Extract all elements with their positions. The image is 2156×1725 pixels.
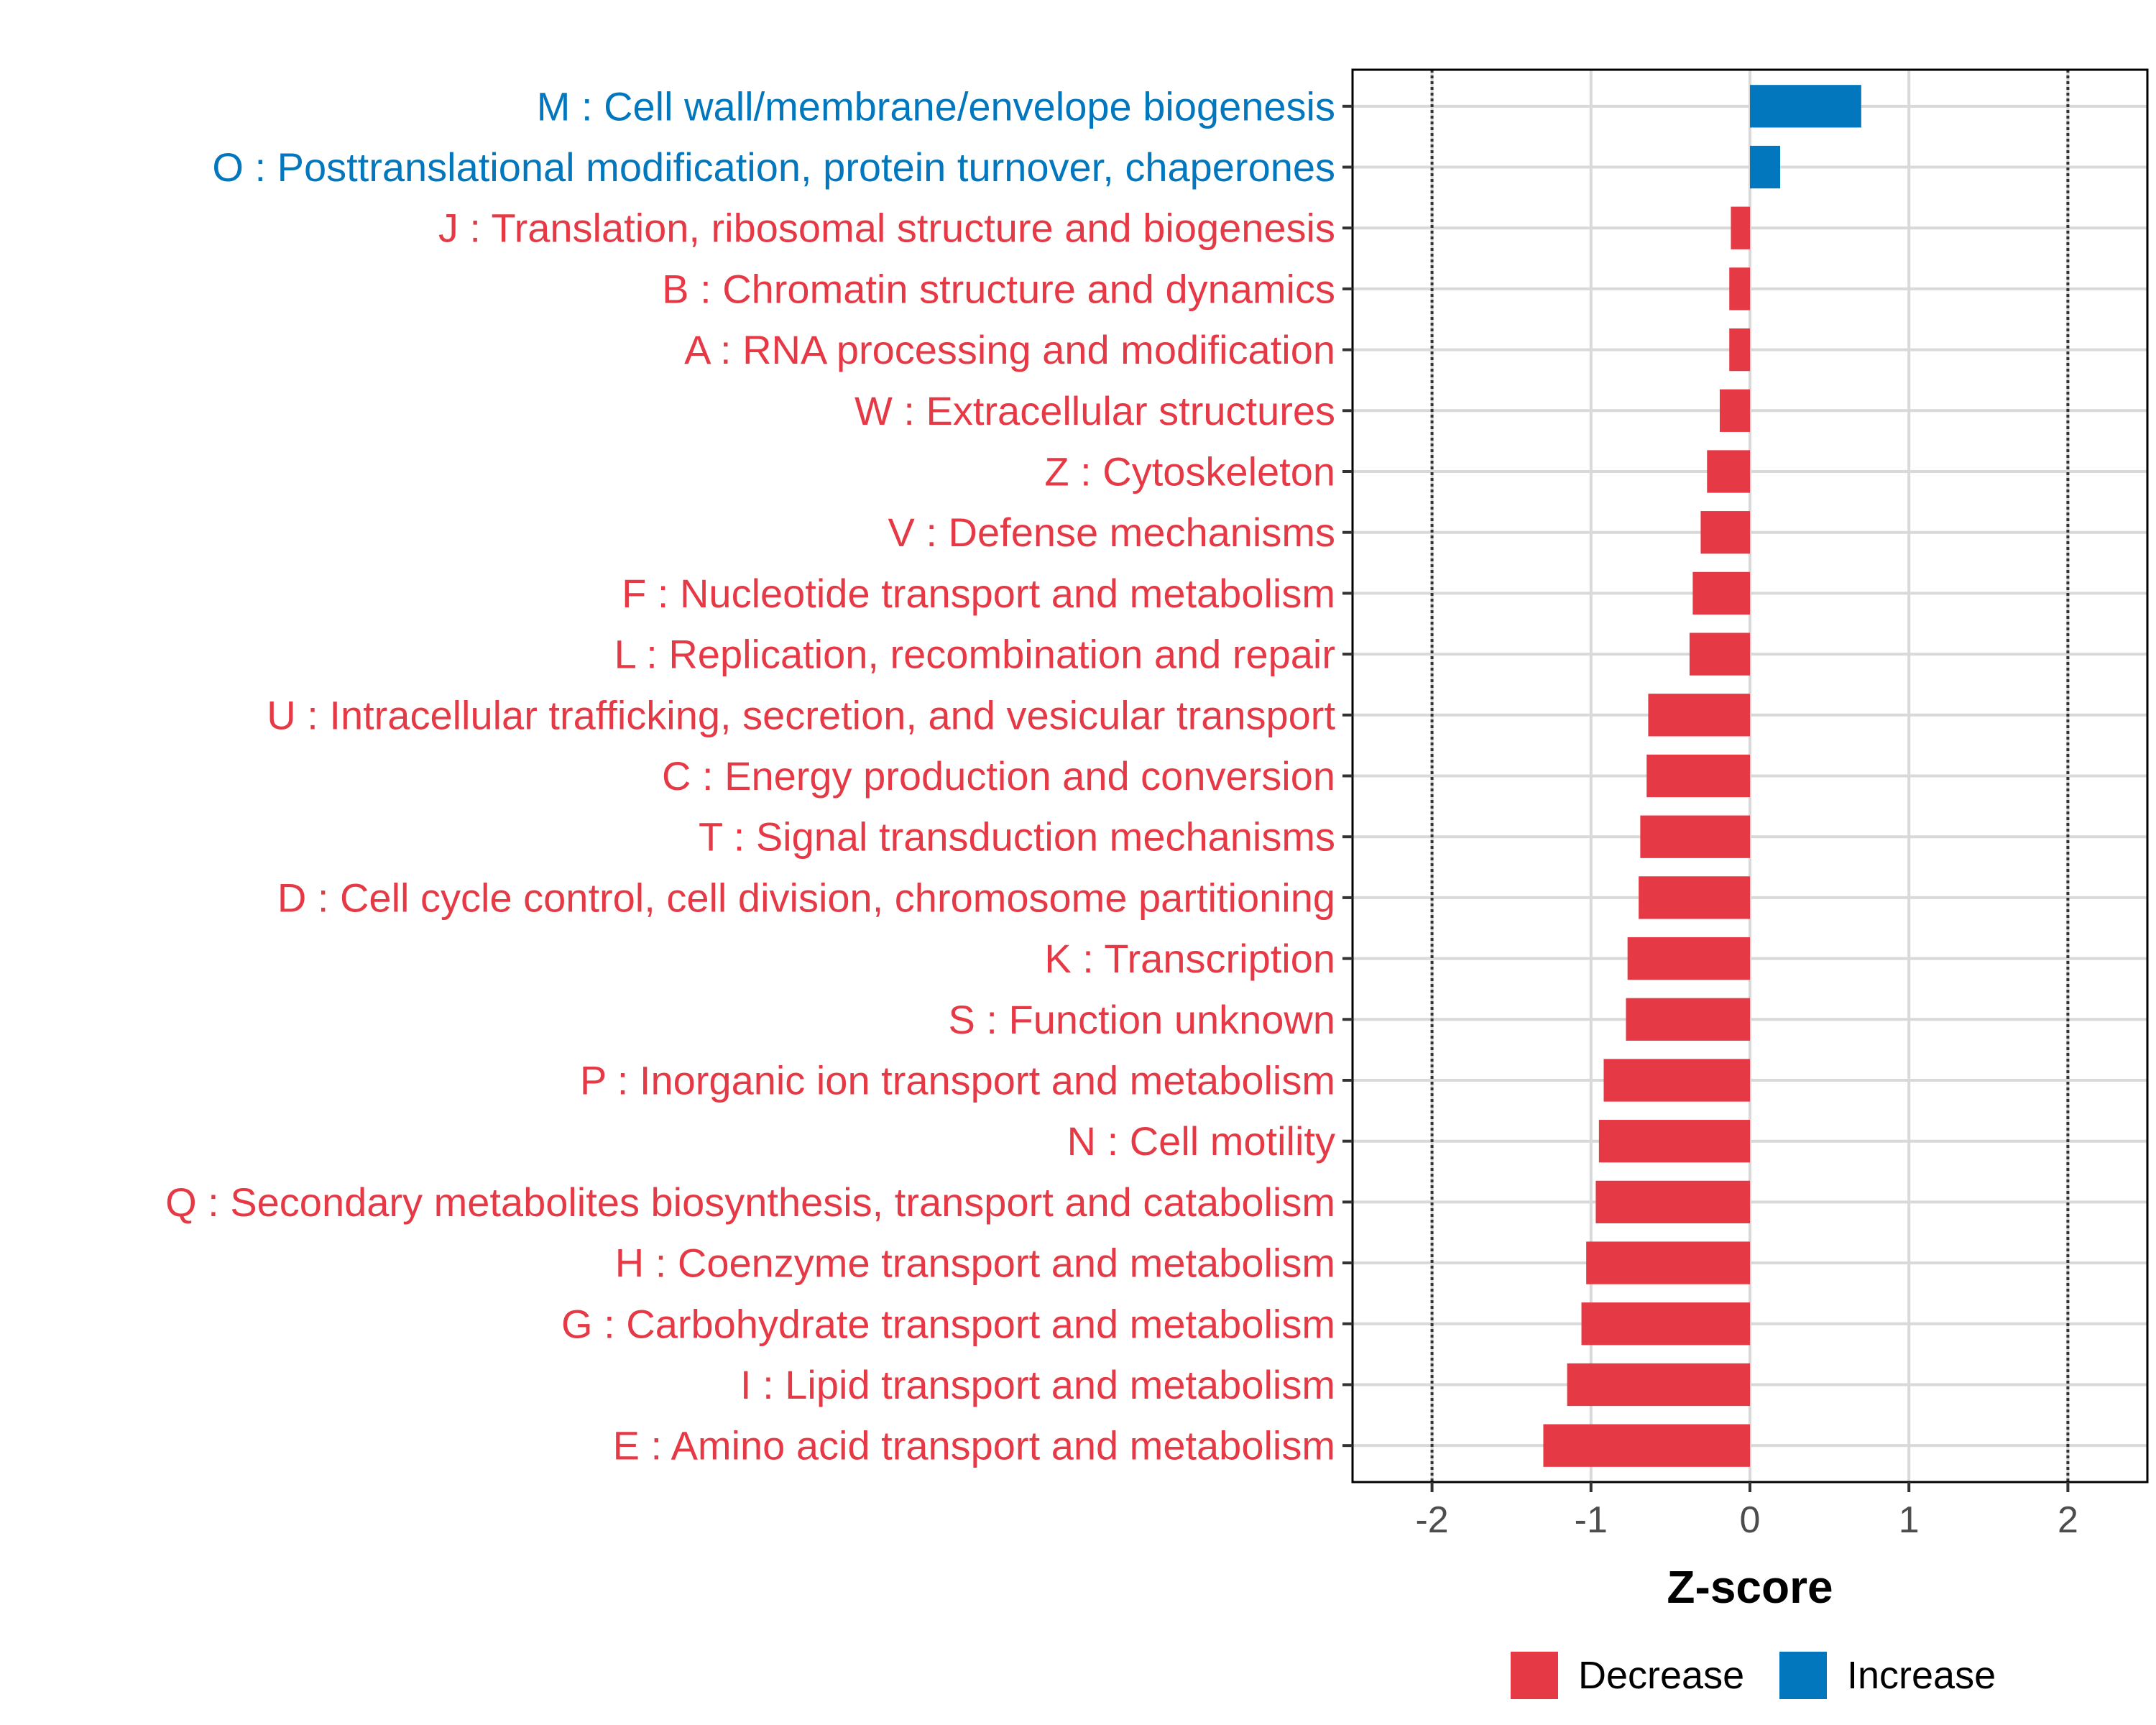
category-label: C : Energy production and conversion — [662, 753, 1335, 799]
bar-m — [1750, 85, 1861, 128]
bar-t — [1640, 815, 1750, 858]
category-label: E : Amino acid transport and metabolism — [613, 1423, 1335, 1468]
category-label: N : Cell motility — [1067, 1118, 1335, 1164]
x-axis-ticks: -2 -1 0 1 2 — [1415, 1482, 2078, 1541]
bar-v — [1700, 511, 1750, 554]
bar-u — [1648, 694, 1750, 737]
category-label: T : Signal transduction mechanisms — [699, 814, 1335, 860]
legend-key-increase — [1779, 1652, 1827, 1699]
x-tick-label: -2 — [1415, 1499, 1448, 1541]
bar-z — [1707, 450, 1750, 493]
bar-c — [1646, 754, 1750, 798]
bar-o — [1750, 145, 1781, 189]
category-label: Q : Secondary metabolites biosynthesis, … — [165, 1179, 1335, 1225]
bar-p — [1603, 1059, 1750, 1102]
bar-s — [1626, 998, 1750, 1041]
bars — [1543, 85, 1861, 1467]
category-label: Z : Cytoskeleton — [1044, 449, 1335, 494]
category-label: O : Posttranslational modification, prot… — [212, 144, 1335, 190]
category-label: I : Lipid transport and metabolism — [740, 1362, 1335, 1407]
category-label: F : Nucleotide transport and metabolism — [622, 571, 1335, 616]
x-tick-label: 0 — [1740, 1499, 1761, 1541]
bar-a — [1729, 328, 1750, 372]
bar-i — [1567, 1363, 1750, 1407]
x-tick-label: -1 — [1575, 1499, 1608, 1541]
x-tick-label: 1 — [1899, 1499, 1920, 1541]
category-label: W : Extracellular structures — [854, 388, 1335, 433]
category-label: U : Intracellular trafficking, secretion… — [267, 692, 1335, 737]
x-tick-label: 2 — [2058, 1499, 2078, 1541]
category-label: B : Chromatin structure and dynamics — [662, 266, 1335, 311]
bar-g — [1581, 1302, 1750, 1346]
bar-l — [1689, 632, 1750, 676]
category-label: H : Coenzyme transport and metabolism — [615, 1241, 1335, 1286]
bar-f — [1692, 571, 1750, 615]
category-label: S : Function unknown — [948, 997, 1335, 1042]
category-label: G : Carbohydrate transport and metabolis… — [561, 1301, 1335, 1346]
x-axis-title: Z-score — [1667, 1561, 1833, 1613]
legend: Decrease Increase — [1511, 1652, 1996, 1699]
bar-w — [1719, 389, 1750, 432]
bar-d — [1639, 876, 1750, 919]
category-label: K : Transcription — [1044, 936, 1335, 981]
bar-n — [1598, 1120, 1750, 1163]
y-axis-ticks — [1342, 104, 1353, 1448]
category-label: J : Translation, ribosomal structure and… — [438, 206, 1335, 251]
legend-key-decrease — [1511, 1652, 1558, 1699]
category-label: V : Defense mechanisms — [888, 510, 1335, 555]
y-axis-labels: M : Cell wall/membrane/envelope biogenes… — [165, 83, 1335, 1468]
legend-label-increase: Increase — [1847, 1654, 1996, 1697]
bar-q — [1595, 1180, 1750, 1224]
bar-k — [1627, 937, 1750, 980]
bar-h — [1586, 1241, 1750, 1284]
category-label: P : Inorganic ion transport and metaboli… — [580, 1057, 1335, 1103]
bar-e — [1543, 1424, 1750, 1467]
bar-b — [1729, 267, 1750, 310]
bar-j — [1731, 206, 1750, 249]
category-label: M : Cell wall/membrane/envelope biogenes… — [537, 83, 1335, 129]
category-label: D : Cell cycle control, cell division, c… — [277, 875, 1335, 920]
category-label: L : Replication, recombination and repai… — [614, 632, 1335, 677]
legend-label-decrease: Decrease — [1578, 1654, 1744, 1697]
category-label: A : RNA processing and modification — [684, 327, 1335, 372]
